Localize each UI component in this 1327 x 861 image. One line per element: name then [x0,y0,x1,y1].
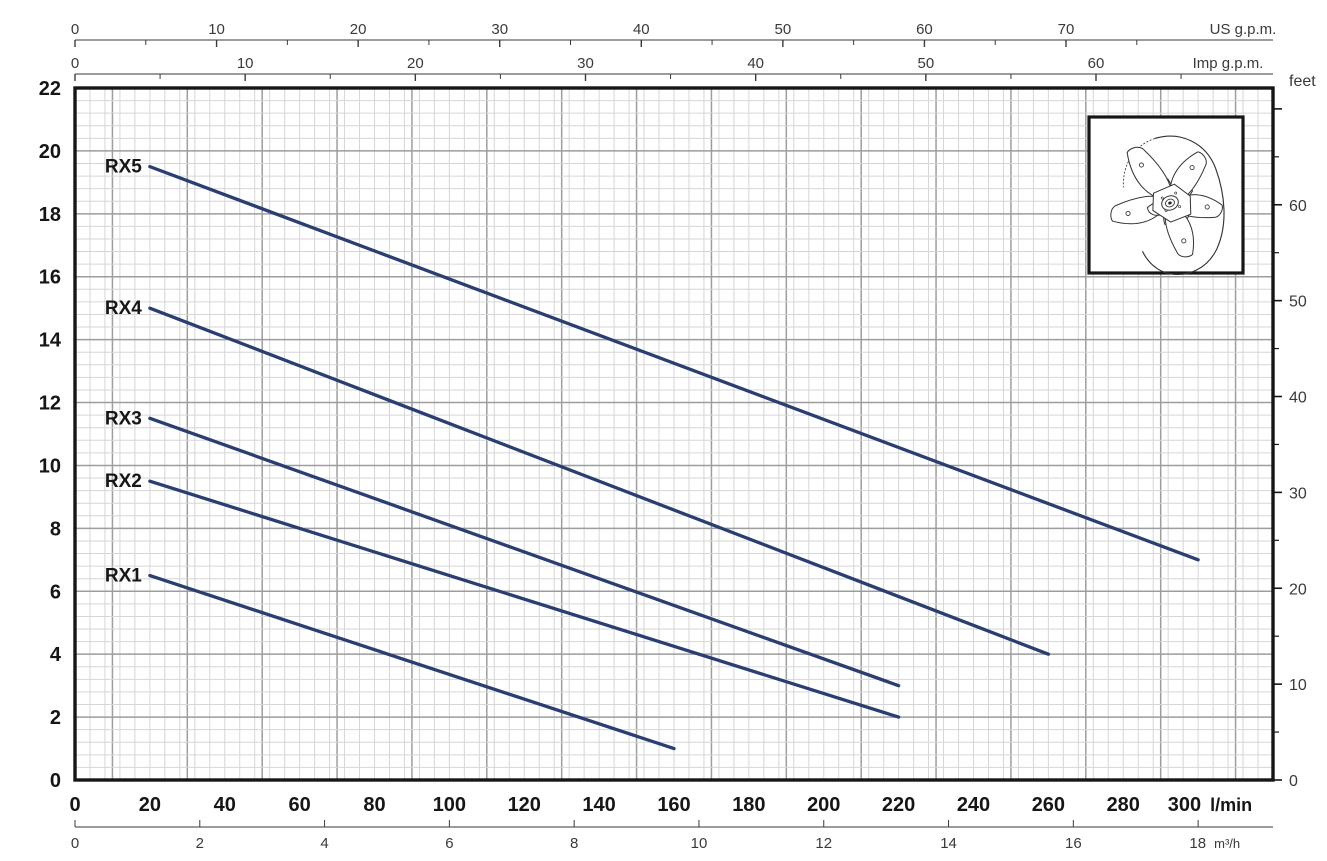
svg-text:16: 16 [1065,835,1082,852]
svg-text:60: 60 [288,794,310,816]
svg-text:0: 0 [1289,773,1298,790]
svg-text:220: 220 [882,794,915,816]
svg-text:m³/h: m³/h [1214,836,1240,851]
svg-text:40: 40 [633,21,650,38]
svg-text:40: 40 [214,794,236,816]
svg-text:RX5: RX5 [105,157,142,178]
svg-text:30: 30 [491,21,508,38]
svg-text:10: 10 [39,455,61,477]
svg-text:0: 0 [71,835,79,852]
svg-text:6: 6 [50,581,61,603]
svg-text:140: 140 [582,794,615,816]
svg-text:120: 120 [508,794,541,816]
svg-text:10: 10 [208,21,225,38]
svg-text:l/min: l/min [1210,795,1252,815]
svg-text:0: 0 [69,794,80,816]
svg-text:20: 20 [407,55,424,72]
svg-text:18: 18 [1189,835,1206,852]
svg-text:60: 60 [1289,198,1307,215]
svg-text:Imp g.p.m.: Imp g.p.m. [1193,55,1264,72]
svg-text:30: 30 [1289,485,1307,502]
svg-text:20: 20 [39,141,61,163]
svg-text:60: 60 [1088,55,1105,72]
svg-text:300: 300 [1168,794,1201,816]
svg-text:20: 20 [139,794,161,816]
svg-text:4: 4 [320,835,328,852]
svg-text:20: 20 [1289,581,1307,598]
svg-text:160: 160 [657,794,690,816]
svg-text:10: 10 [691,835,708,852]
svg-text:2: 2 [196,835,204,852]
svg-text:US g.p.m.: US g.p.m. [1210,21,1277,38]
svg-text:50: 50 [917,55,934,72]
svg-text:4: 4 [50,644,62,666]
svg-text:50: 50 [775,21,792,38]
svg-text:260: 260 [1032,794,1065,816]
svg-text:RX4: RX4 [105,298,142,319]
svg-text:80: 80 [363,794,385,816]
svg-text:200: 200 [807,794,840,816]
svg-text:10: 10 [1289,677,1307,694]
svg-text:8: 8 [50,518,61,540]
svg-text:60: 60 [916,21,933,38]
svg-text:12: 12 [39,393,61,415]
svg-text:RX1: RX1 [105,566,142,587]
svg-text:8: 8 [570,835,578,852]
svg-text:12: 12 [815,835,832,852]
svg-text:RX2: RX2 [105,471,142,492]
svg-text:40: 40 [1289,390,1307,407]
svg-text:0: 0 [71,55,79,72]
svg-text:feet: feet [1289,73,1316,90]
svg-text:280: 280 [1107,794,1140,816]
svg-text:6: 6 [445,835,453,852]
svg-text:0: 0 [71,21,79,38]
svg-text:40: 40 [747,55,764,72]
svg-text:18: 18 [39,204,61,226]
svg-text:0: 0 [50,770,61,792]
svg-text:16: 16 [39,267,61,289]
svg-text:10: 10 [237,55,254,72]
svg-text:2: 2 [50,707,61,729]
svg-text:180: 180 [732,794,765,816]
svg-text:14: 14 [39,330,62,352]
svg-text:22: 22 [39,78,61,100]
svg-text:50: 50 [1289,294,1307,311]
svg-text:240: 240 [957,794,990,816]
svg-text:20: 20 [350,21,367,38]
svg-text:RX3: RX3 [105,408,142,429]
svg-text:30: 30 [577,55,594,72]
svg-text:14: 14 [940,835,957,852]
svg-text:100: 100 [433,794,466,816]
svg-text:70: 70 [1058,21,1075,38]
